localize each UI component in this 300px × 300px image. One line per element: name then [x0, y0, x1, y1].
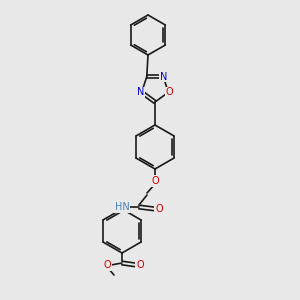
- Text: N: N: [137, 87, 144, 97]
- Text: O: O: [166, 87, 173, 97]
- Text: O: O: [155, 204, 163, 214]
- Text: O: O: [103, 260, 111, 270]
- Text: HN: HN: [115, 202, 129, 212]
- Text: O: O: [136, 260, 144, 270]
- Text: N: N: [160, 72, 167, 82]
- Text: O: O: [151, 176, 159, 186]
